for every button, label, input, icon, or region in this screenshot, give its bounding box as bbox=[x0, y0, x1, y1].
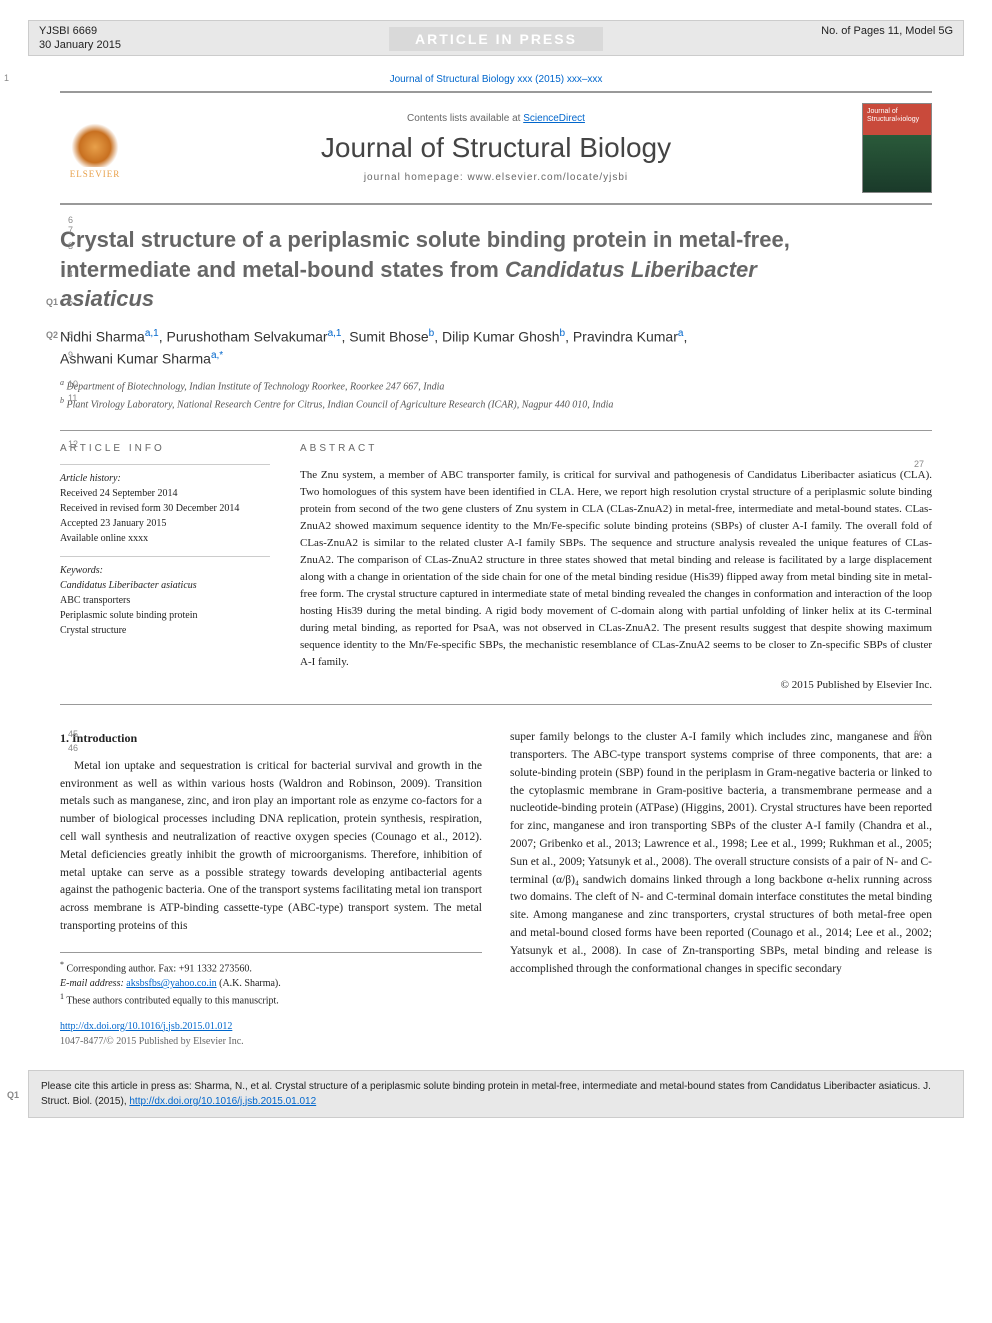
doi-block: http://dx.doi.org/10.1016/j.jsb.2015.01.… bbox=[60, 1019, 482, 1050]
line-number: 12 bbox=[68, 439, 78, 450]
journal-homepage: journal homepage: www.elsevier.com/locat… bbox=[130, 172, 862, 183]
elsevier-tree-icon bbox=[70, 117, 120, 167]
keyword: Candidatus Liberibacter asiaticus bbox=[60, 578, 270, 593]
keyword: Periplasmic solute binding protein bbox=[60, 608, 270, 623]
line-number: 3 bbox=[68, 241, 73, 252]
accepted-date: Accepted 23 January 2015 bbox=[60, 516, 270, 531]
proof-date: 30 January 2015 bbox=[39, 39, 121, 51]
corresponding-author: Corresponding author. Fax: +91 1332 2735… bbox=[67, 963, 252, 974]
keyword: ABC transporters bbox=[60, 593, 270, 608]
email-label: E-mail address: bbox=[60, 978, 124, 989]
journal-reference: Journal of Structural Biology xxx (2015)… bbox=[28, 74, 964, 85]
article-in-press-banner: ARTICLE IN PRESS bbox=[389, 27, 603, 51]
query-marker: Q2 bbox=[46, 330, 58, 340]
issn-copyright: 1047-8477/© 2015 Published by Elsevier I… bbox=[60, 1036, 244, 1047]
introduction-title: 1. Introduction bbox=[60, 729, 482, 748]
journal-header-box: ELSEVIER Contents lists available at Sci… bbox=[60, 91, 932, 205]
query-marker: Q1 bbox=[7, 1089, 19, 1103]
doi-link[interactable]: http://dx.doi.org/10.1016/j.jsb.2015.01.… bbox=[60, 1021, 232, 1032]
corresponding-email-link[interactable]: aksbsfbs@yahoo.co.in bbox=[126, 978, 216, 989]
introduction-text-col2: super family belongs to the cluster A-I … bbox=[510, 729, 932, 978]
line-number: 60 bbox=[914, 729, 924, 740]
article-info-block: ARTICLE INFO Article history: Received 2… bbox=[60, 441, 270, 694]
line-number: 45 bbox=[68, 729, 78, 740]
line-number: 11 bbox=[68, 393, 77, 404]
article-title: Crystal structure of a periplasmic solut… bbox=[60, 225, 932, 314]
line-number: 9 bbox=[68, 350, 73, 361]
line-number: 5 bbox=[68, 297, 73, 308]
abstract-header: ABSTRACT bbox=[300, 441, 932, 457]
manuscript-id: YJSBI 6669 bbox=[39, 25, 121, 37]
keywords-label: Keywords: bbox=[60, 563, 270, 578]
line-number: 46 bbox=[68, 743, 78, 754]
authors-list: Nidhi Sharmaa,1, Purushotham Selvakumara… bbox=[60, 326, 932, 369]
line-number: 8 bbox=[68, 330, 73, 341]
footnotes-block: * Corresponding author. Fax: +91 1332 27… bbox=[60, 952, 482, 1009]
body-column-right: super family belongs to the cluster A-I … bbox=[510, 729, 932, 1049]
affiliations: a Department of Biotechnology, Indian In… bbox=[60, 377, 932, 412]
keyword: Crystal structure bbox=[60, 623, 270, 638]
abstract-copyright: © 2015 Published by Elsevier Inc. bbox=[300, 677, 932, 694]
elsevier-text: ELSEVIER bbox=[70, 169, 121, 179]
line-number: 4 bbox=[68, 269, 73, 280]
query-marker: Q1 bbox=[46, 297, 58, 307]
elsevier-logo: ELSEVIER bbox=[60, 108, 130, 188]
article-history-label: Article history: bbox=[60, 471, 270, 486]
available-date: Available online xxxx bbox=[60, 531, 270, 546]
sciencedirect-link[interactable]: ScienceDirect bbox=[523, 113, 585, 124]
pages-model: No. of Pages 11, Model 5G bbox=[821, 25, 953, 37]
received-date: Received 24 September 2014 bbox=[60, 486, 270, 501]
abstract-text: The Znu system, a member of ABC transpor… bbox=[300, 467, 932, 672]
article-info-header: ARTICLE INFO bbox=[60, 441, 270, 456]
abstract-block: ABSTRACT The Znu system, a member of ABC… bbox=[300, 441, 932, 694]
equal-contribution: These authors contributed equally to thi… bbox=[66, 996, 278, 1007]
citation-box: Q1 Please cite this article in press as:… bbox=[28, 1070, 964, 1118]
introduction-text-col1: Metal ion uptake and sequestration is cr… bbox=[60, 758, 482, 936]
line-number: 7 bbox=[68, 225, 73, 236]
revised-date: Received in revised form 30 December 201… bbox=[60, 501, 270, 516]
journal-cover-thumbnail bbox=[862, 103, 932, 193]
line-number: 10 bbox=[68, 379, 78, 390]
citation-doi-link[interactable]: http://dx.doi.org/10.1016/j.jsb.2015.01.… bbox=[129, 1096, 316, 1107]
body-column-left: 1. Introduction Metal ion uptake and seq… bbox=[60, 729, 482, 1049]
contents-available-line: Contents lists available at ScienceDirec… bbox=[130, 113, 862, 124]
journal-title: Journal of Structural Biology bbox=[130, 132, 862, 164]
proof-header-bar: YJSBI 6669 30 January 2015 ARTICLE IN PR… bbox=[28, 20, 964, 56]
line-number: 27 bbox=[914, 459, 924, 470]
line-number: 1 bbox=[4, 73, 9, 84]
